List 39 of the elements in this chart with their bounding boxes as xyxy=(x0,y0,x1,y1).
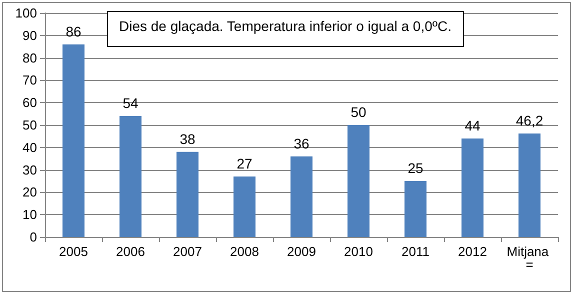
y-tick-label: 30 xyxy=(22,162,37,178)
data-label: 46,2 xyxy=(516,112,544,129)
x-tick-label: 2012 xyxy=(458,244,487,259)
y-tick-label: 80 xyxy=(22,50,37,66)
x-tick-label: 2005 xyxy=(59,244,88,259)
x-tick-label: 2007 xyxy=(173,244,202,259)
y-tick-label: 60 xyxy=(22,95,37,110)
x-tick-label: 2010 xyxy=(344,244,373,259)
x-tick-label: 2008 xyxy=(230,244,259,259)
bar xyxy=(348,125,370,237)
y-tick-label: 0 xyxy=(30,230,37,244)
y-tick-label: 10 xyxy=(22,207,37,222)
bar xyxy=(176,152,198,237)
bar xyxy=(462,138,484,237)
y-tick-label: 40 xyxy=(22,140,37,155)
bar xyxy=(62,44,84,237)
y-tick-label: 90 xyxy=(22,28,37,43)
data-label: 86 xyxy=(66,23,82,40)
data-label: 44 xyxy=(464,117,480,134)
y-tick-label: 50 xyxy=(22,118,37,132)
data-label: 54 xyxy=(122,95,138,112)
x-tick-label: 2009 xyxy=(287,244,316,259)
data-label: 36 xyxy=(294,135,310,152)
data-label: 25 xyxy=(408,160,424,176)
y-tick-label: 20 xyxy=(22,184,37,200)
bar xyxy=(120,116,142,237)
x-tick-label: 2006 xyxy=(116,244,145,259)
bar xyxy=(404,181,426,237)
bar xyxy=(290,156,312,237)
data-label: 38 xyxy=(180,130,196,147)
y-tick-label: 100 xyxy=(15,6,37,20)
data-label: 27 xyxy=(236,156,252,172)
data-label: 50 xyxy=(350,104,366,120)
bar xyxy=(234,176,256,237)
bar xyxy=(518,134,540,237)
x-tick-label: Mitjana = xyxy=(506,244,552,272)
chart-title: Dies de glaçada. Temperatura inferior o igual a 0,0ºC. xyxy=(119,18,452,34)
x-tick-label: 2011 xyxy=(402,244,430,259)
y-tick-label: 70 xyxy=(22,72,37,88)
